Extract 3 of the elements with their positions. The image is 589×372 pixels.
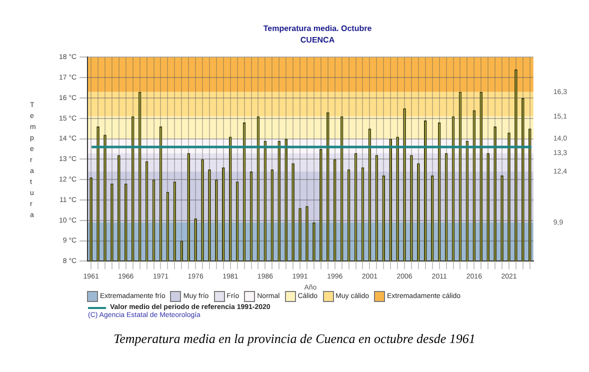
chart-title: Temperatura media. Octubre — [263, 24, 372, 34]
text: Temperatura media en la provincia de Cuenca en octubre desde 1961 — [112, 331, 476, 347]
chart-subtitle: CUENCA — [300, 36, 335, 45]
